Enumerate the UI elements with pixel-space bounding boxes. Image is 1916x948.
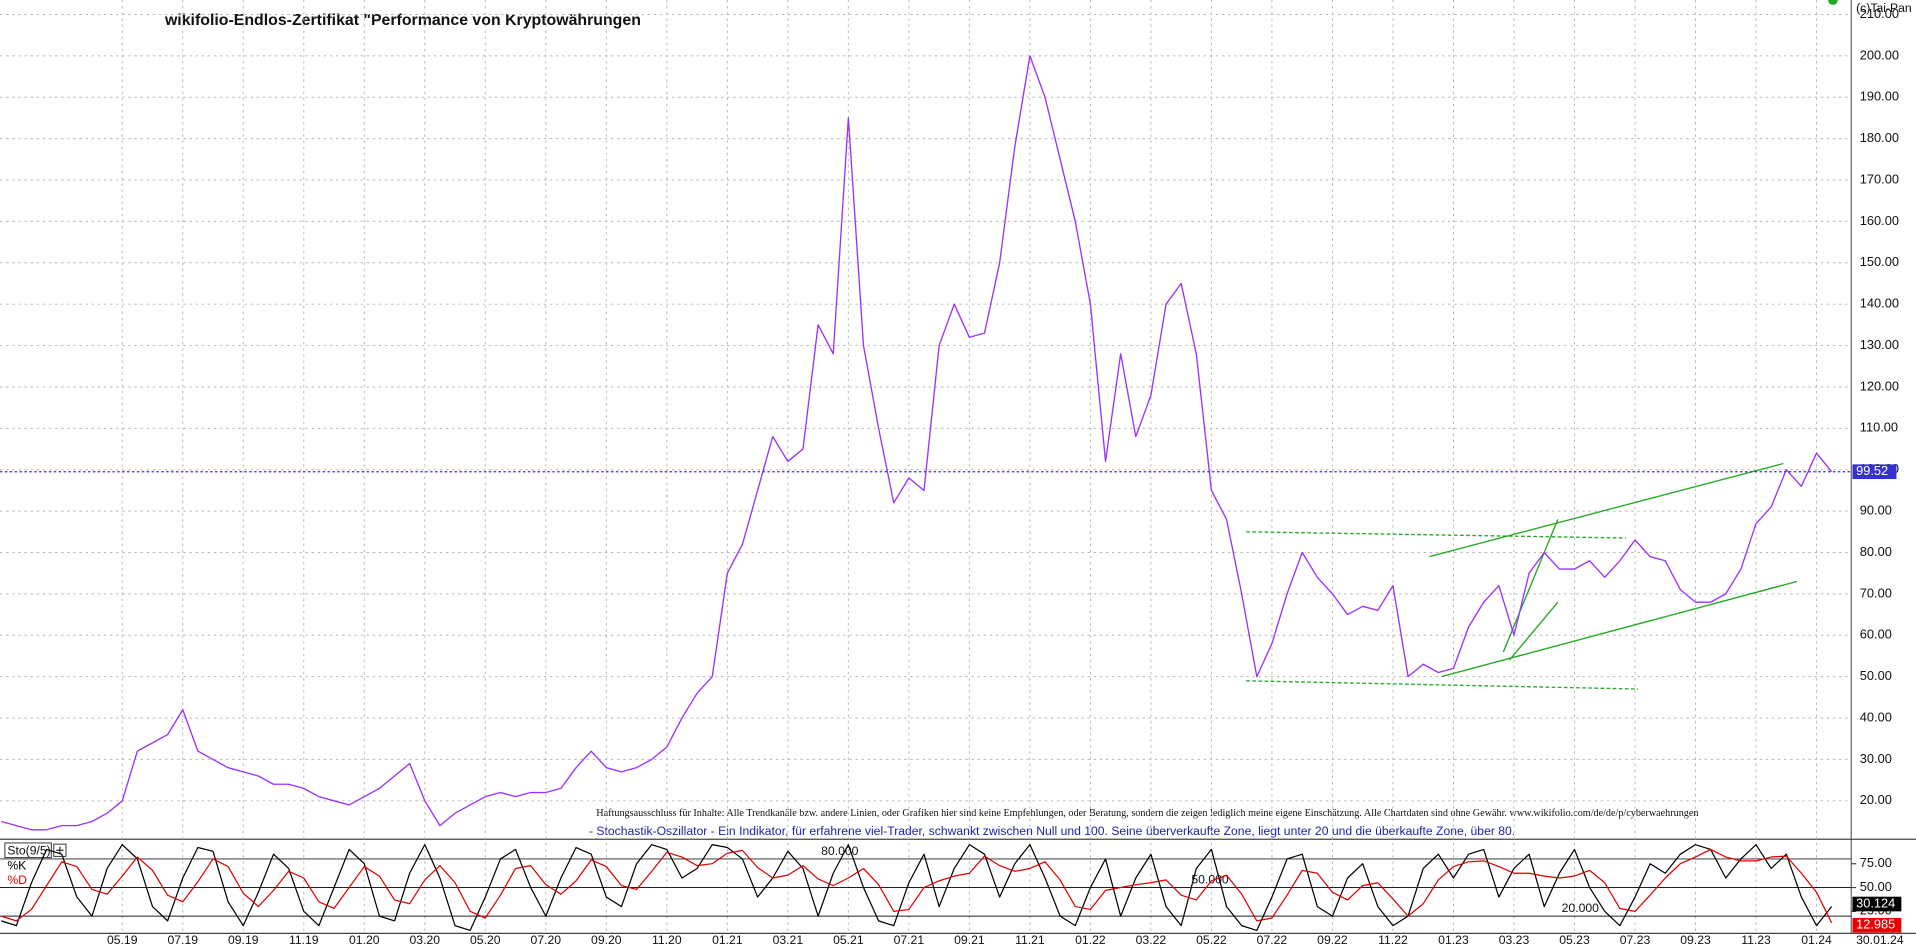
x-tick-label: 03.21 [773, 933, 804, 947]
y-tick-label: 120.00 [1860, 378, 1899, 393]
trendline [1246, 680, 1639, 690]
x-tick-label: 05.22 [1196, 933, 1227, 947]
last-value-box [1852, 896, 1902, 912]
x-tick-label: 03.20 [410, 933, 441, 947]
y-tick-label: 140.00 [1860, 296, 1899, 311]
series-line [1, 848, 1833, 924]
x-tick-label: 09.23 [1680, 933, 1711, 947]
y-tick-label: 40.00 [1860, 709, 1892, 724]
y-tick-label: 80.00 [1860, 544, 1892, 559]
last-value-label: 12.985 [1856, 917, 1895, 932]
level-label: 50.000 [1191, 872, 1229, 886]
last-value-label: 99.52 [1856, 463, 1888, 478]
disclaimer: Haftungsausschluss für Inhalte: Alle Tre… [596, 807, 1699, 819]
series-line [1, 55, 1833, 831]
x-tick-label: 01.23 [1438, 933, 1469, 947]
trendline [1246, 531, 1626, 539]
y-tick-label: 170.00 [1860, 171, 1899, 186]
x-tick-label: 01.22 [1075, 933, 1106, 947]
marker-icon [1828, 0, 1838, 5]
y-tick-label: 60.00 [1860, 627, 1892, 642]
x-tick-label: 11.21 [1015, 933, 1045, 947]
x-tick-label: 11.23 [1741, 933, 1771, 947]
y-tick-label: 50.00 [1860, 668, 1892, 683]
level-label: 80.000 [821, 844, 859, 858]
y-tick-label: 20.00 [1860, 792, 1892, 807]
x-tick-label: 01.24 [1801, 933, 1832, 947]
y-tick-label: 160.00 [1860, 213, 1899, 228]
y-tick-label: 50.00 [1860, 879, 1892, 894]
legend-entry: %K [7, 858, 26, 872]
x-tick-label: 01.20 [349, 933, 380, 947]
x-tick-label: 05.19 [107, 933, 138, 947]
x-tick-label: 09.19 [228, 933, 259, 947]
chart-title: wikifolio-Endlos-Zertifikat "Performance… [164, 12, 641, 29]
x-tick-label: 05.23 [1559, 933, 1590, 947]
x-tick-label: 07.23 [1620, 933, 1651, 947]
x-tick-label: 11.22 [1378, 933, 1408, 947]
legend-entry: %D [7, 873, 27, 887]
x-tick-label: 07.22 [1257, 933, 1288, 947]
y-tick-label: 180.00 [1860, 130, 1899, 145]
indicator-label: Sto(9/5) [7, 844, 50, 858]
x-tick-label: 03.22 [1136, 933, 1167, 947]
x-tick-label: 11.19 [289, 933, 319, 947]
expand-icon [56, 846, 64, 854]
date-label: 30.01.24 [1856, 933, 1904, 947]
x-tick-label: 07.20 [531, 933, 562, 947]
x-tick-label: 11.20 [652, 933, 682, 947]
x-tick-label: 07.19 [167, 933, 198, 947]
x-tick-label: 07.21 [894, 933, 925, 947]
x-tick-label: 09.20 [591, 933, 622, 947]
y-tick-label: 70.00 [1860, 585, 1892, 600]
x-tick-label: 05.21 [833, 933, 864, 947]
level-label: 20.000 [1562, 901, 1600, 915]
y-tick-label: 110.00 [1860, 420, 1898, 435]
trendline [1508, 601, 1559, 661]
x-tick-label: 09.22 [1317, 933, 1348, 947]
x-tick-label: 01.21 [712, 933, 743, 947]
y-tick-label: 130.00 [1860, 337, 1899, 352]
y-tick-label: 190.00 [1860, 89, 1899, 104]
trendline [1441, 580, 1798, 678]
y-tick-label: 90.00 [1860, 502, 1892, 517]
x-tick-label: 09.21 [954, 933, 985, 947]
y-tick-label: 200.00 [1860, 47, 1899, 62]
y-tick-label: 30.00 [1860, 751, 1892, 766]
last-value-label: 30.124 [1856, 895, 1895, 910]
y-tick-label: 75.00 [1860, 855, 1892, 870]
trendline [1429, 462, 1784, 558]
x-tick-label: 05.20 [470, 933, 501, 947]
y-tick-label: 150.00 [1860, 254, 1899, 269]
series-line [1, 844, 1833, 932]
indicator-description: - Stochastik-Oszillator - Ein Indikator,… [589, 824, 1515, 838]
last-value-box [1852, 917, 1902, 933]
last-value-box [1852, 464, 1897, 480]
copyright: (c)Tai-Pan [1856, 1, 1912, 15]
y-tick-label: 210.00 [1860, 6, 1899, 21]
x-tick-label: 03.23 [1499, 933, 1530, 947]
